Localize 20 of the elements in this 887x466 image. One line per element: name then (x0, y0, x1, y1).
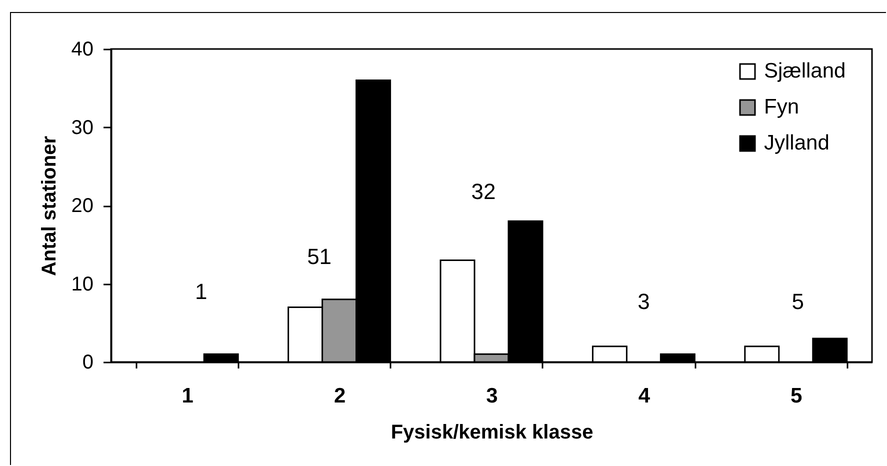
x-tick-label: 1 (182, 384, 194, 408)
total-label: 51 (307, 244, 332, 269)
total-label: 5 (792, 289, 804, 314)
y-tick-label: 10 (71, 273, 94, 296)
x-axis-title: Fysisk/kemisk klasse (390, 422, 594, 444)
y-tick-label: 30 (71, 116, 94, 139)
total-label: 32 (471, 179, 496, 204)
y-tick-label: 0 (82, 352, 94, 374)
y-tick-label: 40 (71, 38, 94, 60)
x-tick-label: 2 (334, 384, 346, 408)
legend-label: Sjælland (764, 60, 846, 82)
x-tick-label: 3 (486, 384, 498, 408)
x-tick-label: 5 (790, 384, 803, 408)
y-axis-title: Antal stationer (38, 136, 60, 276)
x-tick-label: 4 (638, 384, 650, 408)
y-tick-label: 20 (71, 195, 94, 217)
total-label: 1 (194, 279, 208, 304)
legend-label: Fyn (764, 96, 800, 118)
total-label: 3 (638, 289, 650, 314)
legend-label: Jylland (764, 132, 830, 154)
